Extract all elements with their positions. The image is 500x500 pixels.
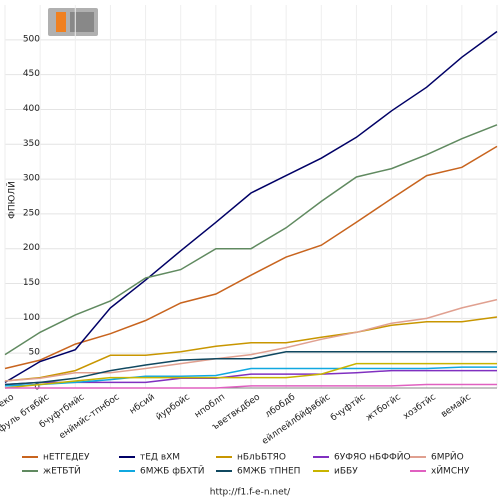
y-tick-label: 450 — [23, 69, 40, 79]
legend-label: 6МРЙО — [431, 451, 464, 463]
y-tick-label: 350 — [23, 139, 40, 149]
y-tick-label: 100 — [23, 313, 40, 323]
footer: http://f1.f-e-n.net/ — [210, 488, 291, 498]
legend-label: иББУ — [334, 467, 358, 477]
y-tick-label: 50 — [29, 348, 41, 358]
series-line — [4, 316, 498, 382]
series-line — [4, 145, 498, 370]
series-line — [5, 383, 497, 389]
series-line — [4, 351, 497, 386]
legend-label: жЕТБТЙ — [43, 465, 81, 477]
logo — [48, 8, 98, 36]
series-line — [4, 298, 498, 382]
y-tick-label: 500 — [23, 34, 40, 44]
y-tick-label: 150 — [23, 278, 40, 288]
legend-label: 6УФЯО нБФФЙО — [334, 451, 411, 463]
legend-label: 6МЖБ фБХТЙ — [140, 465, 205, 477]
legend-label: 6МЖБ тПНЕП — [237, 467, 300, 477]
series-line — [4, 30, 498, 384]
y-tick-label: 200 — [23, 243, 40, 253]
y-tick-label: 250 — [23, 208, 40, 218]
series-line — [4, 366, 497, 387]
legend-label: нБлЬБТЯО — [237, 453, 286, 463]
series-line — [4, 362, 497, 389]
series-line — [4, 369, 497, 386]
y-tick-label: 300 — [23, 174, 40, 184]
legend-label: тЕД вХМ — [140, 453, 180, 463]
y-axis-label: ФПЮЛЙ — [6, 181, 18, 219]
series-line — [4, 124, 498, 356]
legend-label: хЙМСНУ — [431, 465, 470, 477]
y-tick-label: 400 — [23, 104, 40, 114]
legend-label: нЕТГЕДЕУ — [43, 453, 90, 463]
